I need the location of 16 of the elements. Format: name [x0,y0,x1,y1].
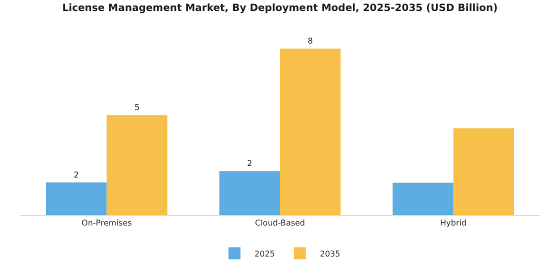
bar [106,115,168,215]
legend-label: 2035 [320,249,340,258]
x-tick-label: Hybrid [440,218,467,228]
x-tick-label: Cloud-Based [254,218,306,228]
bar [219,171,280,215]
data-label: 5 [134,103,140,112]
x-tick-label: On-Premises [82,218,132,228]
bar [392,182,454,215]
bar [46,182,107,215]
data-label: 2 [74,170,79,180]
chart-title: License Management Market, By Deployment Model, 2025-2035 (USD Billion) [62,3,498,14]
bar [453,128,514,215]
legend-label: 2025 [254,249,275,258]
bar [280,48,341,215]
data-label: 8 [308,36,313,46]
data-label: 2 [247,159,252,168]
